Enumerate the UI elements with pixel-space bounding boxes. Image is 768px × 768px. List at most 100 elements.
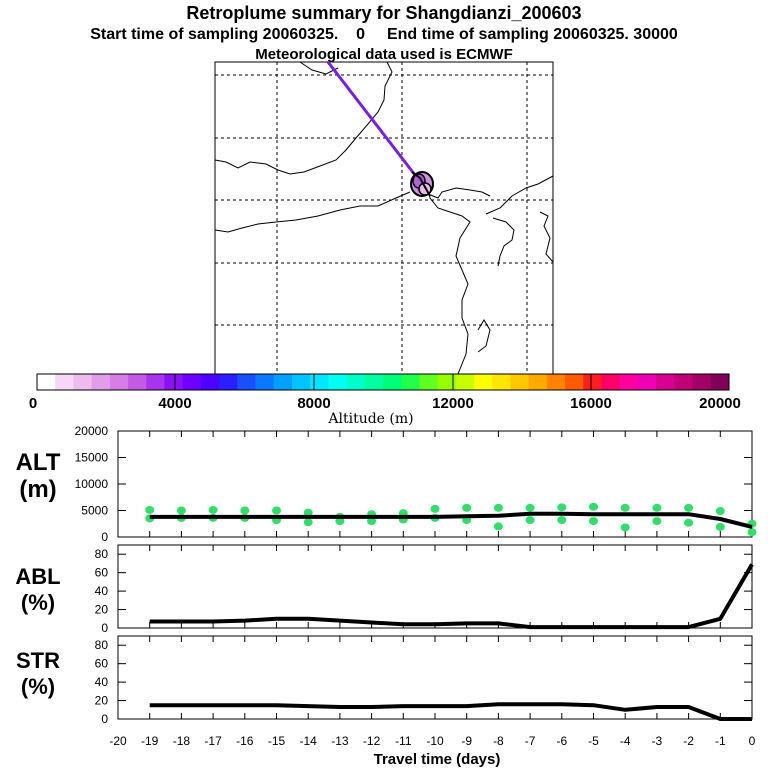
altitude-dot bbox=[272, 506, 281, 515]
altitude-dot bbox=[525, 503, 535, 512]
colorbar-cell bbox=[455, 374, 475, 390]
panel-frame bbox=[117, 544, 753, 629]
map-gridlines bbox=[215, 62, 553, 374]
chart-title: Retroplume summary for Shangdianzi_20060… bbox=[186, 3, 582, 23]
colorbar-cell bbox=[255, 374, 275, 390]
altitude-dot bbox=[335, 517, 345, 526]
y-tick-label: 20 bbox=[95, 694, 109, 708]
map-panel bbox=[214, 61, 554, 375]
x-tick-label: -7 bbox=[525, 734, 536, 748]
colorbar-cell bbox=[128, 374, 147, 390]
colorbar-label: Altitude (m) bbox=[327, 411, 413, 427]
x-tick-label: -6 bbox=[556, 734, 567, 748]
x-tick-label: -20 bbox=[109, 734, 127, 748]
colorbar-cell bbox=[109, 374, 129, 390]
x-tick-label: -12 bbox=[363, 734, 381, 748]
colorbar-cell bbox=[710, 374, 730, 390]
altitude-dot bbox=[208, 505, 218, 514]
y-axis-label-bottom: (m) bbox=[19, 476, 56, 503]
y-tick-label: 20000 bbox=[75, 424, 109, 438]
y-tick-label: 80 bbox=[95, 547, 109, 561]
y-tick-label: 0 bbox=[101, 530, 108, 544]
altitude-dot bbox=[303, 508, 313, 517]
altitude-dot bbox=[303, 518, 313, 527]
y-tick-label: 40 bbox=[95, 675, 109, 689]
altitude-dot bbox=[620, 523, 630, 532]
colorbar: 0 4000 8000 12000 16000 20000 Altitude (… bbox=[29, 373, 741, 427]
colorbar-cell bbox=[492, 374, 511, 390]
series-line bbox=[149, 563, 754, 630]
y-tick-label: 60 bbox=[95, 566, 109, 580]
colorbar-cell bbox=[510, 374, 530, 390]
time-series-panels: 05000100001500020000ALT(m)020406080ABL(%… bbox=[15, 424, 757, 768]
colorbar-cell bbox=[219, 374, 238, 390]
colorbar-cell bbox=[346, 374, 366, 390]
colorbar-cell bbox=[437, 374, 457, 390]
colorbar-cell bbox=[474, 374, 493, 390]
y-tick-label: 20 bbox=[95, 603, 109, 617]
colorbar-cell bbox=[601, 374, 621, 390]
altitude-dot bbox=[557, 503, 567, 512]
colorbar-cell bbox=[273, 374, 293, 390]
colorbar-cell bbox=[328, 374, 347, 390]
series-line bbox=[149, 702, 752, 721]
end-time-text: End time of sampling 20060325. 30000 bbox=[386, 26, 678, 43]
altitude-dot bbox=[145, 505, 155, 514]
colorbar-tick-20000: 20000 bbox=[699, 395, 741, 412]
colorbar-tick-12000: 12000 bbox=[432, 395, 474, 412]
y-axis-label-top: ABL bbox=[15, 564, 60, 589]
altitude-dot bbox=[589, 517, 598, 526]
start-time-text: Start time of sampling 20060325. 0 bbox=[90, 26, 365, 43]
source-plume bbox=[410, 171, 434, 197]
colorbar-cell bbox=[674, 374, 693, 390]
colorbar-cell bbox=[182, 374, 202, 390]
map-frame bbox=[214, 61, 554, 375]
colorbar-cell bbox=[583, 374, 602, 390]
panel-abl: 0 20 40 60 80 ABL(%) bbox=[15, 544, 754, 635]
x-tick-label: -9 bbox=[461, 734, 472, 748]
y-axis-label-top: STR bbox=[16, 648, 60, 673]
x-axis-title: Travel time (days) bbox=[374, 751, 501, 768]
colorbar-tick-8000: 8000 bbox=[297, 395, 330, 412]
x-tick-label: -2 bbox=[683, 734, 694, 748]
x-tick-label: -11 bbox=[395, 734, 412, 748]
altitude-dot bbox=[176, 506, 186, 515]
panel-alt: 0 5000 10000 15000 20000 ALT(m) bbox=[16, 424, 757, 544]
colorbar-cell bbox=[37, 374, 56, 390]
series-line bbox=[149, 511, 753, 529]
colorbar-cell bbox=[546, 374, 566, 390]
y-tick-label: 80 bbox=[95, 638, 109, 652]
colorbar-tick-4000: 4000 bbox=[158, 395, 191, 412]
colorbar-cell bbox=[146, 374, 165, 390]
x-tick-label: -4 bbox=[620, 734, 631, 748]
altitude-dot bbox=[462, 503, 472, 512]
meteo-text: Meteorological data used is ECMWF bbox=[255, 46, 513, 63]
x-tick-label: -19 bbox=[141, 734, 159, 748]
colorbar-cell bbox=[383, 374, 402, 390]
altitude-dot bbox=[684, 518, 694, 527]
x-tick-label: -17 bbox=[204, 734, 222, 748]
y-axis-label-bottom: (%) bbox=[21, 590, 55, 615]
colorbar-cell bbox=[656, 374, 675, 390]
sampling-times: Start time of sampling 20060325. 0 End ti… bbox=[0, 26, 768, 44]
map-borders bbox=[214, 61, 554, 375]
x-tick-label: -1 bbox=[715, 734, 726, 748]
altitude-dot bbox=[589, 502, 598, 511]
colorbar-cell bbox=[528, 374, 548, 390]
colorbar-tick-16000: 16000 bbox=[570, 395, 612, 412]
x-tick-label: -18 bbox=[173, 734, 191, 748]
colorbar-tick-0: 0 bbox=[29, 395, 37, 412]
colorbar-cell bbox=[565, 374, 584, 390]
colorbar-cell bbox=[91, 374, 111, 390]
x-tick-label: -10 bbox=[426, 734, 444, 748]
x-tick-label: -3 bbox=[652, 734, 663, 748]
altitude-dot bbox=[620, 503, 630, 512]
x-tick-label: -14 bbox=[300, 734, 318, 748]
altitude-dot bbox=[684, 503, 694, 512]
altitude-dot bbox=[652, 517, 662, 526]
altitude-dot bbox=[367, 517, 377, 526]
colorbar-cell bbox=[364, 374, 384, 390]
colorbar-cell bbox=[200, 374, 220, 390]
